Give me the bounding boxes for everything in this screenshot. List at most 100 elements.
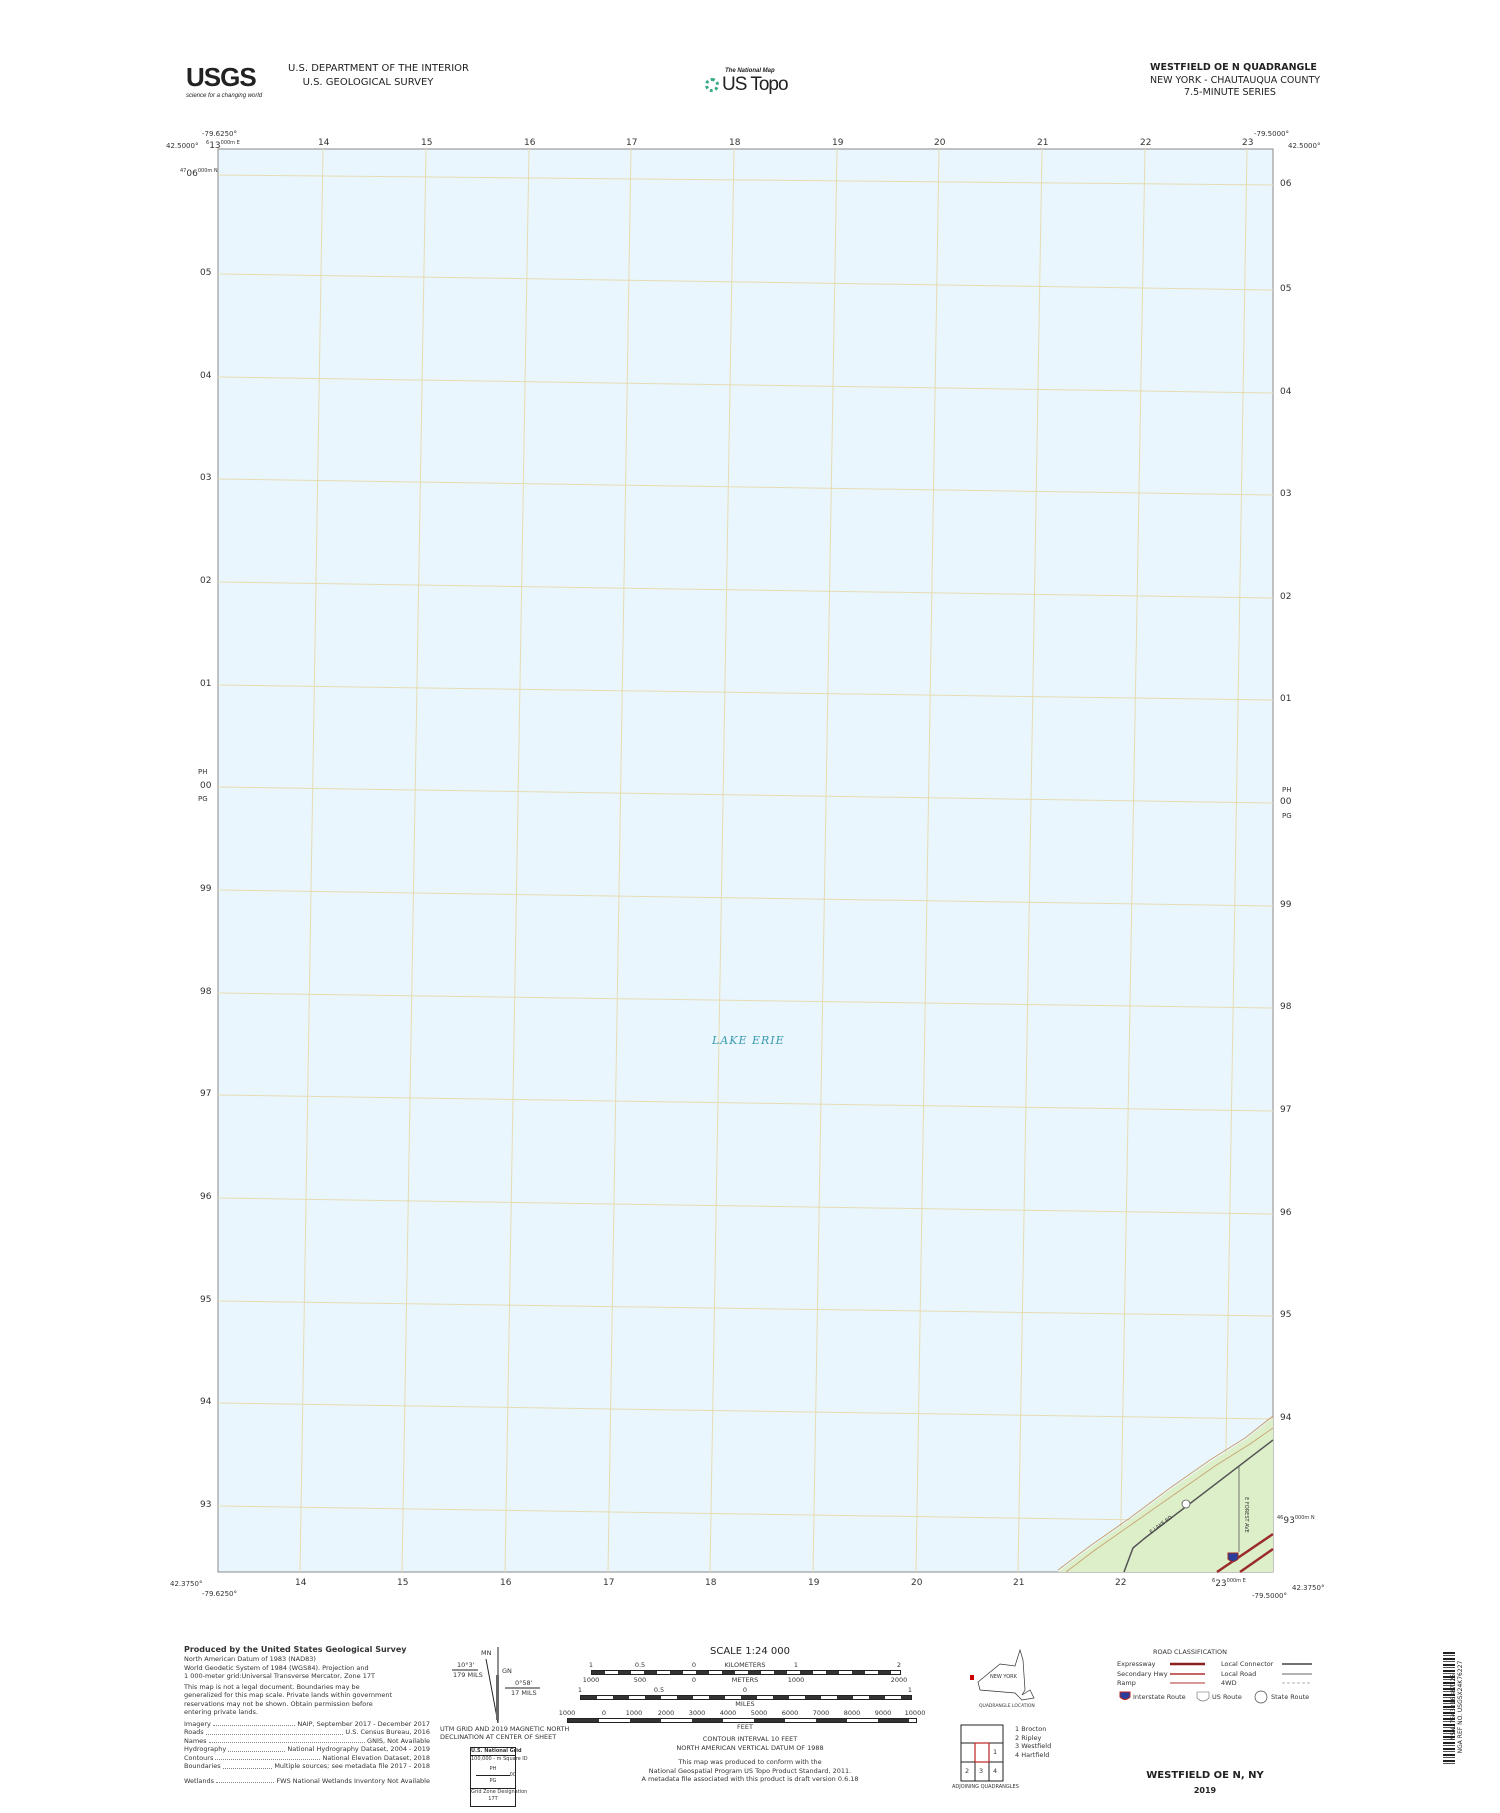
- us-topo-logo: The National Map US Topo: [705, 68, 789, 96]
- scale-tick-m: 2000: [890, 1676, 908, 1684]
- easting-label-top: 18: [729, 138, 741, 148]
- northing-label-right: 06: [1280, 179, 1292, 189]
- grid-line-northing: [217, 376, 1274, 394]
- corner-lon-top-left: -79.6250°: [202, 130, 237, 138]
- source-value: National Hydrography Dataset, 2004 - 201…: [287, 1745, 430, 1753]
- grid-zone-pg-right: PG: [1282, 812, 1292, 820]
- northing-label-left: 02: [200, 576, 212, 586]
- source-leader: [216, 1777, 275, 1783]
- scale-bar-ft: [567, 1718, 917, 1723]
- scale-tick-mi: 0.5: [653, 1686, 665, 1694]
- northing-label-right: 05: [1280, 284, 1292, 294]
- northing-label-right: 00: [1280, 797, 1292, 807]
- adjoining-cell: 3: [979, 1767, 984, 1775]
- northing-label-left: 96: [200, 1192, 212, 1202]
- lake-erie-water: [217, 148, 1274, 1573]
- legal-line: This map is not a legal document. Bounda…: [184, 1682, 360, 1691]
- adjoining-item: 1 Brocton: [1015, 1725, 1047, 1733]
- scale-tick-ft: 0: [601, 1709, 607, 1717]
- easting-label-top: 22: [1140, 138, 1152, 148]
- source-row: Imagery NAIP, September 2017 - December 2…: [184, 1720, 430, 1729]
- grid-line-easting: [401, 148, 427, 1573]
- source-leader: [222, 1762, 273, 1769]
- adjoining-cell: 1: [993, 1748, 998, 1756]
- northing-label-left: 05: [200, 268, 212, 278]
- easting-label-bottom: 21: [1013, 1578, 1025, 1588]
- source-value: FWS National Wetlands Inventory Not Avai…: [276, 1776, 430, 1785]
- scale-tick-ft: 3000: [688, 1709, 706, 1717]
- northing-label-left: 93: [200, 1500, 212, 1510]
- conform-line: This map was produced to conform with th…: [678, 1758, 822, 1766]
- scale-tick-m: 1000: [582, 1676, 600, 1684]
- scale-label-mi: MILES: [735, 1700, 755, 1708]
- department-name: U.S. DEPARTMENT OF THE INTERIOR: [288, 63, 469, 74]
- legal-line: reservations may not be shown. Obtain pe…: [184, 1699, 373, 1708]
- legend-local-connector: Local Connector: [1221, 1660, 1274, 1668]
- easting-label-bottom: 19: [808, 1578, 820, 1588]
- survey-name: U.S. GEOLOGICAL SURVEY: [302, 77, 434, 88]
- us-topo-text: US Topo: [722, 74, 789, 95]
- source-value: U.S. Census Bureau, 2016: [345, 1728, 430, 1736]
- source-leader: [208, 1737, 366, 1743]
- northing-label-left: 01: [200, 679, 212, 689]
- scale-tick-m: 500: [633, 1676, 647, 1684]
- grid-line-northing: [217, 889, 1274, 907]
- source-label: Wetlands: [184, 1776, 215, 1785]
- corner-lat-bottom-right: 42.3750°: [1292, 1584, 1325, 1592]
- corner-lat-top-right: 42.5000°: [1288, 142, 1321, 150]
- adjoining-item: 3 Westfield: [1015, 1742, 1052, 1750]
- grid-angle: 0°58': [515, 1679, 533, 1687]
- datum-line: World Geodetic System of 1984 (WGS84). P…: [184, 1663, 369, 1672]
- scale-title: SCALE 1:24 000: [710, 1646, 790, 1657]
- shoreline-land: [1058, 1418, 1273, 1572]
- source-leader: [205, 1728, 344, 1735]
- easting-label-bottom: 14: [295, 1578, 307, 1588]
- scale-bar-km: [591, 1670, 901, 1675]
- grid-line-easting: [1223, 148, 1248, 1573]
- easting-label-bottom: 22: [1115, 1578, 1127, 1588]
- grid-line-easting: [915, 148, 940, 1573]
- interstate-shield-icon: [1227, 1552, 1239, 1562]
- grid-line-northing: [217, 684, 1274, 701]
- utm-grid: [217, 148, 1274, 1573]
- easting-label-top: 17: [626, 138, 638, 148]
- legend-secondary-hwy: Secondary Hwy: [1117, 1669, 1168, 1678]
- adjoining-cell: 4: [993, 1767, 998, 1775]
- adjoining-item: 2 Ripley: [1015, 1733, 1042, 1742]
- state-county: NEW YORK - CHAUTAUQUA COUNTY: [1150, 74, 1321, 86]
- legend-interstate-route: Interstate Route: [1133, 1693, 1186, 1701]
- source-label: Roads: [184, 1728, 204, 1736]
- scale-tick-ft: 1000: [625, 1709, 643, 1717]
- legend-local-road: Local Road: [1221, 1669, 1257, 1678]
- northing-label-left: 99: [200, 884, 212, 894]
- source-leader: [228, 1745, 286, 1752]
- datum-line: 1 000-meter grid:Universal Transverse Me…: [184, 1672, 375, 1680]
- national-map-text: The National Map: [725, 68, 775, 74]
- source-leader: [215, 1754, 321, 1760]
- usgs-logo-text: USGS: [186, 62, 257, 92]
- declination-mils: 179 MILS: [453, 1671, 483, 1679]
- northing-label-right: 02: [1280, 592, 1292, 602]
- scale-tick-ft: 7000: [812, 1709, 830, 1717]
- scale-tick-km: 0: [691, 1661, 697, 1669]
- adjoining-cell: 2: [965, 1767, 970, 1775]
- scale-tick-m: 0: [691, 1676, 697, 1684]
- bottom-quad-title: WESTFIELD OE N, NY: [1146, 1770, 1264, 1781]
- grid-zone-ph-left: PH: [198, 768, 208, 776]
- location-state: NEW YORK: [990, 1674, 1017, 1680]
- map-year: 2019: [1193, 1786, 1217, 1795]
- northing-label-left: 95: [200, 1295, 212, 1305]
- legend-state-route: State Route: [1271, 1693, 1310, 1701]
- easting-label-top: 19: [832, 138, 844, 148]
- grid-line-northing: [217, 478, 1274, 496]
- northing-label-right: 98: [1280, 1002, 1292, 1012]
- scale-tick-mi: 1: [577, 1686, 583, 1694]
- source-row: Wetlands FWS National Wetlands Inventory …: [184, 1777, 430, 1786]
- national-grid-box: U.S. National Grid 100,000 - m Square ID…: [470, 1747, 528, 1807]
- source-label: Boundaries: [184, 1762, 221, 1770]
- grid-line-northing: [217, 992, 1274, 1009]
- grid-line-northing: [217, 174, 1274, 186]
- northing-label-left: 98: [200, 987, 212, 997]
- scale-bar-mi: [580, 1695, 912, 1700]
